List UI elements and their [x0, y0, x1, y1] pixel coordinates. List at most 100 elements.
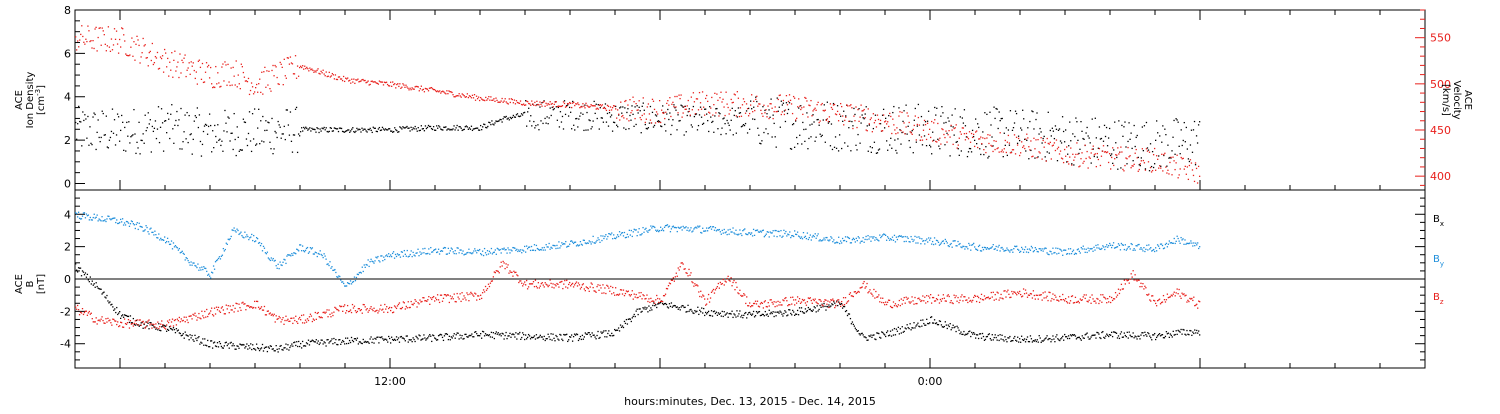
velocity-point	[740, 107, 741, 108]
by-point	[548, 246, 549, 247]
density-point	[612, 131, 613, 132]
velocity-point	[486, 100, 487, 101]
bx-point	[731, 311, 732, 312]
density-point	[1121, 125, 1122, 126]
bx-point	[298, 341, 299, 342]
density-point	[824, 104, 825, 105]
velocity-point	[172, 77, 173, 78]
by-point	[291, 253, 292, 254]
by-point	[115, 222, 116, 223]
density-point	[630, 120, 631, 121]
by-point	[516, 249, 517, 250]
density-point	[761, 140, 762, 141]
density-point	[110, 137, 111, 138]
bx-point	[643, 308, 644, 309]
bz-point	[287, 319, 288, 320]
velocity-point	[626, 118, 627, 119]
by-point	[750, 234, 751, 235]
density-point	[644, 110, 645, 111]
bx-point	[819, 305, 820, 306]
density-point	[830, 145, 831, 146]
bx-point	[491, 332, 492, 333]
density-point	[152, 126, 153, 127]
by-point	[383, 257, 384, 258]
bx-point	[527, 337, 528, 338]
by-point	[468, 249, 469, 250]
velocity-point	[667, 100, 668, 101]
by-point	[944, 243, 945, 244]
velocity-point	[135, 44, 136, 45]
by-point	[251, 234, 252, 235]
density-point	[379, 127, 380, 128]
velocity-point	[1172, 157, 1173, 158]
density-point	[1187, 148, 1188, 149]
density-point	[1194, 121, 1195, 122]
velocity-point	[1117, 147, 1118, 148]
velocity-point	[713, 104, 714, 105]
density-point	[700, 107, 701, 108]
bx-point	[1123, 336, 1124, 337]
bx-point	[956, 326, 957, 327]
velocity-point	[1160, 167, 1161, 168]
velocity-point	[1157, 159, 1158, 160]
bx-point	[769, 310, 770, 311]
density-point	[1176, 119, 1177, 120]
bx-point	[331, 338, 332, 339]
by-point	[839, 243, 840, 244]
velocity-point	[1159, 165, 1160, 166]
by-point	[419, 251, 420, 252]
bz-point	[352, 304, 353, 305]
density-point	[1137, 135, 1138, 136]
velocity-point	[1188, 179, 1189, 180]
by-point	[278, 268, 279, 269]
bx-point	[704, 315, 705, 316]
velocity-point	[394, 83, 395, 84]
density-point	[1000, 120, 1001, 121]
velocity-point	[531, 100, 532, 101]
by-point	[981, 250, 982, 251]
by-point	[534, 244, 535, 245]
by-point	[90, 217, 91, 218]
velocity-point	[902, 131, 903, 132]
velocity-point	[891, 133, 892, 134]
by-point	[220, 258, 221, 259]
bz-point	[84, 312, 85, 313]
velocity-point	[1185, 166, 1186, 167]
velocity-point	[156, 57, 157, 58]
velocity-point	[755, 99, 756, 100]
bx-point	[285, 343, 286, 344]
density-point	[531, 125, 532, 126]
bx-point	[233, 343, 234, 344]
velocity-point	[598, 109, 599, 110]
bx-point	[634, 314, 635, 315]
by-point	[323, 253, 324, 254]
by-point	[599, 242, 600, 243]
velocity-point	[337, 79, 338, 80]
velocity-point	[877, 114, 878, 115]
velocity-point	[289, 63, 290, 64]
unit-sup: -3	[34, 89, 42, 96]
by-point	[603, 238, 604, 239]
bz-point	[128, 319, 129, 320]
velocity-point	[623, 117, 624, 118]
velocity-point	[147, 57, 148, 58]
bz-point	[78, 309, 79, 310]
density-point	[1150, 143, 1151, 144]
by-point	[1193, 242, 1194, 243]
density-point	[597, 118, 598, 119]
velocity-point	[354, 83, 355, 84]
density-point	[671, 125, 672, 126]
by-point	[596, 240, 597, 241]
by-point	[396, 256, 397, 257]
by-point	[154, 231, 155, 232]
velocity-point	[895, 133, 896, 134]
by-point	[926, 238, 927, 239]
bx-point	[494, 338, 495, 339]
by-point	[88, 214, 89, 215]
by-point	[209, 276, 210, 277]
bz-point	[146, 322, 147, 323]
velocity-point	[466, 96, 467, 97]
by-point	[823, 237, 824, 238]
bx-point	[198, 336, 199, 337]
density-point	[694, 116, 695, 117]
